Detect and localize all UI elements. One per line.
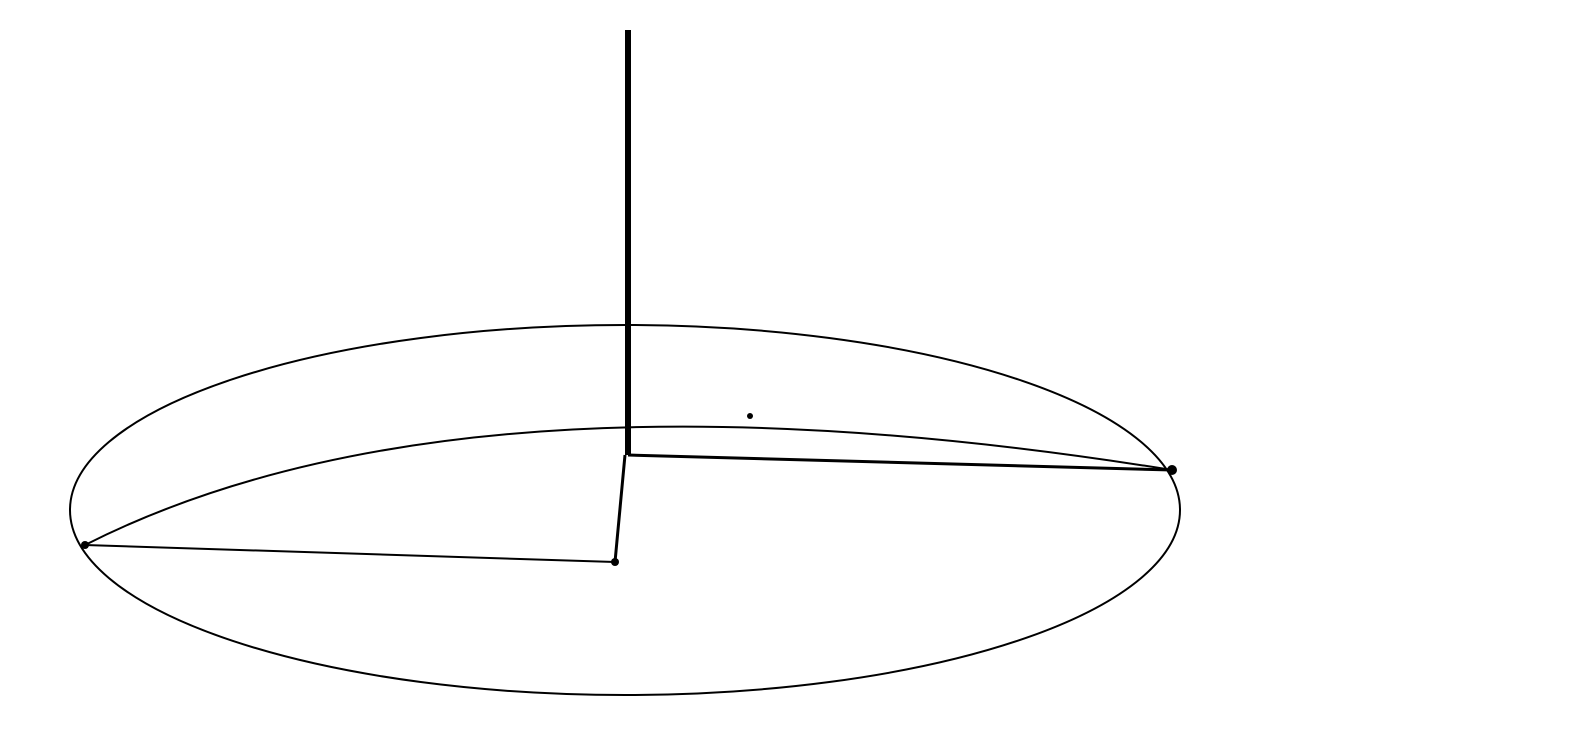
point-marker-3	[747, 413, 753, 419]
axis-disk-diagram	[0, 0, 1580, 744]
point-marker-1	[611, 558, 619, 566]
point-marker-2	[1167, 465, 1177, 475]
point-marker-0	[81, 541, 89, 549]
background	[0, 0, 1580, 744]
